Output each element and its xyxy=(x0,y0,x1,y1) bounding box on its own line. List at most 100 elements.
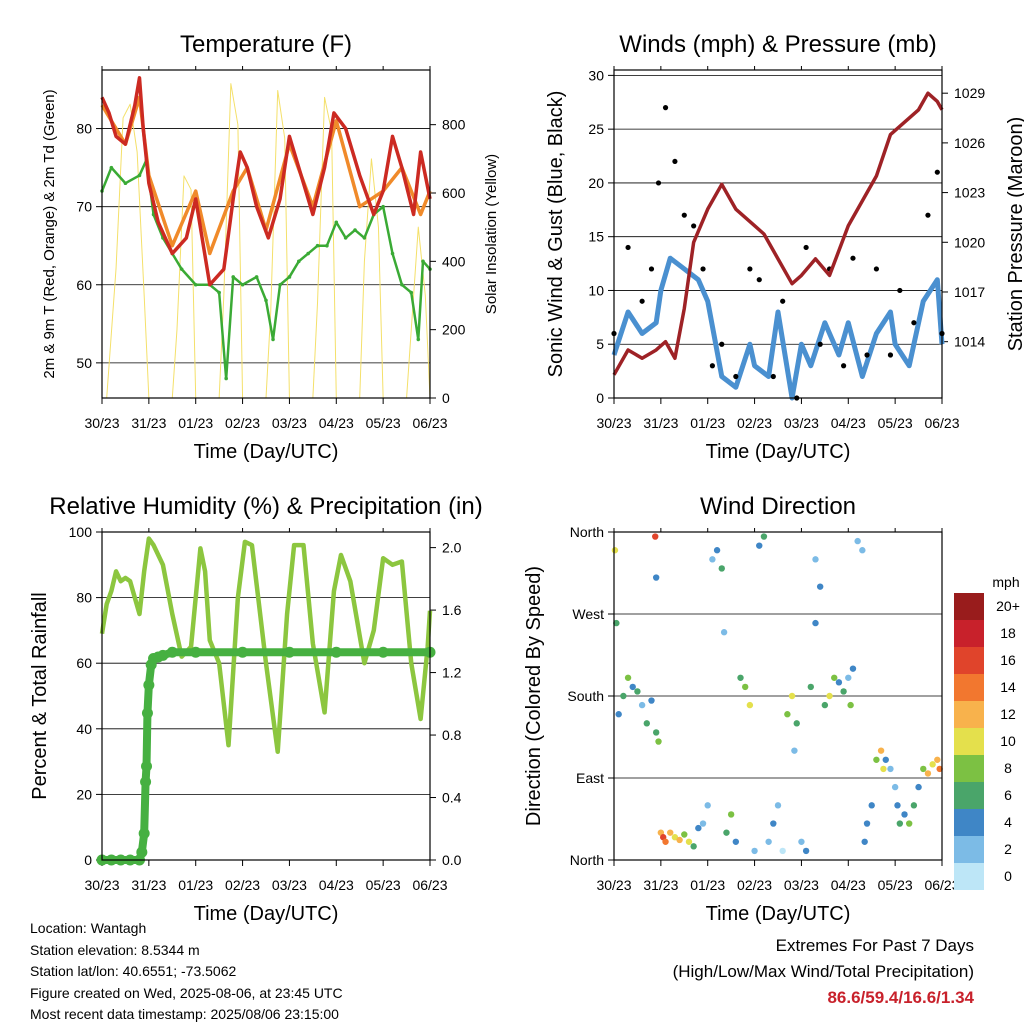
dewpoint-point xyxy=(421,259,425,264)
dewpoint-line xyxy=(100,158,431,380)
dewpoint-point xyxy=(334,220,339,225)
legend-swatch xyxy=(954,674,984,701)
legend-swatch xyxy=(954,701,984,728)
legend-swatch xyxy=(954,728,984,755)
wind-direction-point xyxy=(695,824,702,832)
panel3-xtick-label: 06/23 xyxy=(924,877,959,893)
panel3-ytick-label: East xyxy=(576,770,604,786)
wind-direction-point xyxy=(655,738,662,745)
wind-direction-point xyxy=(770,820,777,827)
dewpoint-point xyxy=(343,236,348,240)
wind-direction-point xyxy=(873,756,880,763)
panel3-xtick-label: 31/23 xyxy=(643,877,678,893)
dewpoint-point xyxy=(137,173,142,178)
legend-swatch xyxy=(954,755,984,782)
wind-direction-point xyxy=(723,829,730,836)
panel2-ytick-right-label: 0.8 xyxy=(442,727,462,743)
gust-point xyxy=(934,169,940,175)
panel2-ytick-label: 60 xyxy=(76,655,92,671)
wind-direction-point xyxy=(671,834,679,841)
legend-swatch xyxy=(954,836,984,863)
gust-point xyxy=(648,266,655,272)
gust-point xyxy=(747,266,753,272)
panel0-ytick-label: 60 xyxy=(76,277,92,293)
panel2-ytick-label: 80 xyxy=(76,590,92,606)
wind-direction-point xyxy=(924,770,932,777)
dewpoint-point xyxy=(217,290,221,295)
gust-point xyxy=(733,373,739,380)
dewpoint-point xyxy=(400,282,404,287)
panel1-ytick-right-label: 1017 xyxy=(954,284,985,300)
humidity-line xyxy=(99,536,433,755)
gust-point xyxy=(639,298,645,304)
gust-point xyxy=(897,287,903,294)
panel1-title: Winds (mph) & Pressure (mb) xyxy=(619,31,936,58)
wind-direction-point xyxy=(854,537,861,545)
panel2-xtick-label: 02/23 xyxy=(225,877,260,893)
dewpoint-point xyxy=(271,337,275,342)
legend-label: 20+ xyxy=(996,598,1020,614)
wind-direction-point xyxy=(826,692,833,700)
legend-label: 10 xyxy=(1000,733,1016,749)
wind-direction-point xyxy=(667,829,674,836)
station-latlon: Station lat/lon: 40.6551; -73.5062 xyxy=(30,963,237,979)
figure-created: Figure created on Wed, 2025-08-06, at 23… xyxy=(30,984,343,1001)
panel3-ytick-label: South xyxy=(567,688,604,704)
legend-title: mph xyxy=(992,574,1019,590)
wind-direction-point xyxy=(882,756,889,763)
wind-direction-point xyxy=(877,747,885,754)
dewpoint-point xyxy=(193,282,198,287)
extremes-title: Extremes For Past 7 Days xyxy=(775,936,974,955)
panel2-xtick-label: 05/23 xyxy=(366,877,401,893)
wind-direction-point xyxy=(840,688,847,695)
wind-direction-point xyxy=(793,720,800,727)
dewpoint-point xyxy=(278,282,282,287)
legend-swatch xyxy=(954,782,984,809)
wind-direction-point xyxy=(915,783,922,791)
gust-point xyxy=(709,363,716,369)
wind-direction-point xyxy=(896,820,904,827)
dewpoint-point xyxy=(179,267,184,271)
panel1-ytick-right-label: 1020 xyxy=(954,234,985,250)
temp-2m-line xyxy=(100,76,432,287)
wind-direction-point xyxy=(812,619,819,627)
dewpoint-point xyxy=(390,251,395,256)
panel3-title: Wind Direction xyxy=(700,493,856,520)
dewpoint-point xyxy=(231,275,235,279)
wind-direction-point xyxy=(798,838,805,845)
dewpoint-point xyxy=(109,165,114,170)
dewpoint-point xyxy=(409,290,414,295)
wind-direction-point xyxy=(751,847,758,855)
legend-label: 12 xyxy=(1000,706,1016,722)
legend-label: 16 xyxy=(1000,652,1016,668)
rainfall-line xyxy=(102,648,430,864)
legend-swatch xyxy=(954,593,984,620)
panel2-xtick-label: 30/23 xyxy=(84,877,119,893)
wind-direction-point xyxy=(652,533,659,540)
panel3-xtick-label: 03/23 xyxy=(784,877,819,893)
dewpoint-point xyxy=(381,204,385,209)
wind-direction-point xyxy=(615,711,622,718)
wind-direction-point xyxy=(788,692,796,700)
panel0-ytick-label: 80 xyxy=(76,121,92,137)
wind-direction-point xyxy=(713,547,721,554)
wind-direction-point xyxy=(652,729,660,736)
wind-direction-point xyxy=(746,701,754,709)
dewpoint-point xyxy=(362,236,367,240)
wind-direction-point xyxy=(709,556,716,563)
wind-direction-point xyxy=(732,838,740,845)
wind-direction-point xyxy=(779,847,786,855)
wind-direction-point xyxy=(887,765,894,773)
gust-point xyxy=(672,158,678,165)
gust-point xyxy=(873,266,880,272)
panel2-ytick-right-label: 1.2 xyxy=(442,665,462,681)
wind-direction-point xyxy=(802,847,810,855)
data-timestamp: Most recent data timestamp: 2025/08/06 2… xyxy=(30,1006,339,1022)
station-elevation: Station elevation: 8.5344 m xyxy=(30,941,200,958)
panel1-ytick-right-label: 1014 xyxy=(954,334,985,350)
dewpoint-point xyxy=(297,259,301,264)
gust-point xyxy=(887,352,894,358)
wind-direction-point xyxy=(629,683,636,691)
wind-direction-point xyxy=(901,811,908,818)
